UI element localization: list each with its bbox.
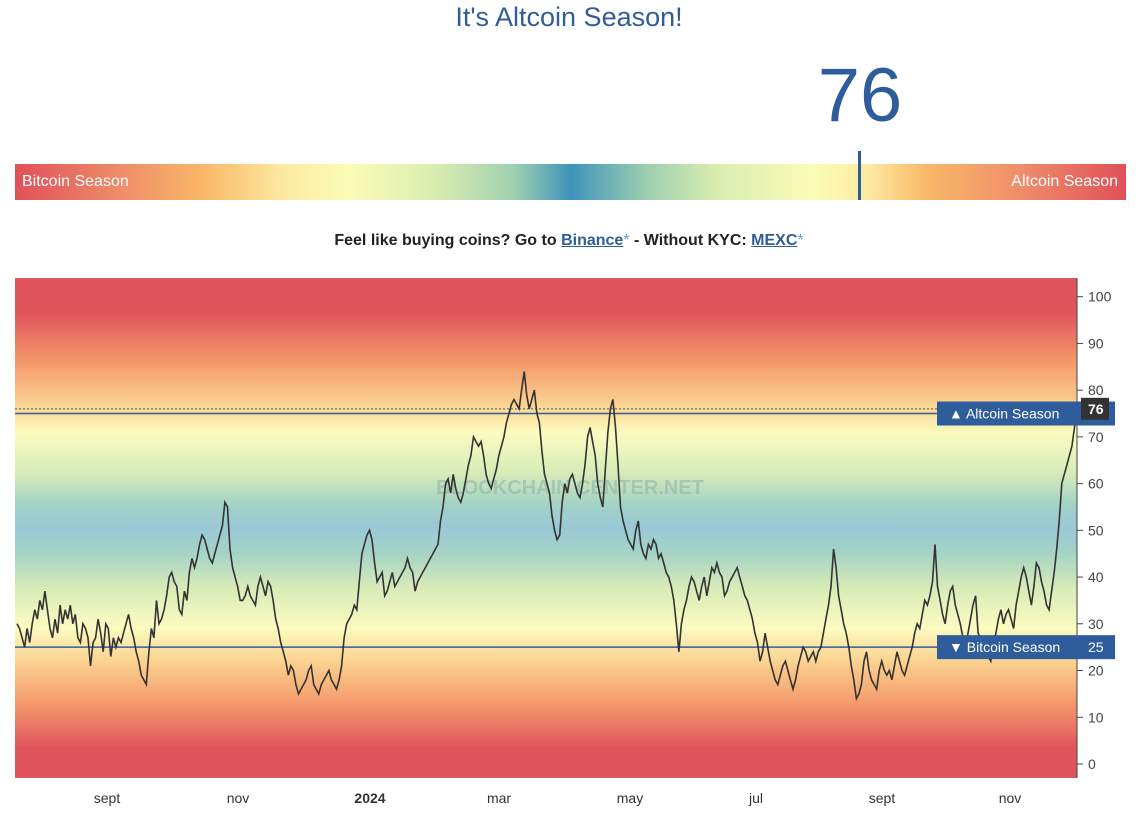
gauge-label-altcoin-season: Altcoin Season — [1011, 173, 1118, 190]
reference-label-box — [937, 635, 1115, 660]
x-tick-label: mar — [487, 790, 511, 806]
y-tick-label: 60 — [1088, 476, 1104, 492]
altcoin-season-index-chart: BLOCKCHAIN CENTER.NET 0 10 20 30 40 50 60 70 80 9… — [15, 278, 1115, 806]
binance-star: * — [623, 232, 630, 249]
y-tick-label: 40 — [1088, 569, 1104, 585]
y-tick-label: 50 — [1088, 522, 1104, 538]
x-tick-label: sept — [94, 790, 121, 806]
y-tick-label: 80 — [1088, 382, 1104, 398]
gauge-label-bitcoin-season: Bitcoin Season — [22, 173, 129, 190]
promo-text-2: - Without KYC: — [629, 232, 752, 249]
y-tick-label: 90 — [1088, 335, 1104, 351]
x-tick-label: nov — [227, 790, 250, 806]
x-tick-label: nov — [999, 790, 1022, 806]
promo-text-1: Feel like buying coins? Go to — [334, 232, 562, 249]
current-value-tag — [1081, 397, 1109, 420]
binance-link[interactable]: Binance — [561, 232, 624, 249]
index-value: 76 — [817, 53, 903, 138]
watermark: BLOCKCHAIN CENTER.NET — [436, 477, 704, 499]
current-value-label: 76 — [1088, 401, 1104, 417]
series-line — [16, 371, 1078, 702]
x-tick-label: jul — [748, 790, 763, 806]
reference-label: ▲ Altcoin Season — [949, 406, 1059, 422]
season-gauge-bar: Bitcoin Season Altcoin Season — [15, 151, 1126, 200]
gauge-current-marker — [858, 151, 862, 200]
page-title: It's Altcoin Season! — [455, 2, 683, 32]
y-tick-label: 0 — [1088, 756, 1096, 772]
y-tick-label: 20 — [1088, 663, 1104, 679]
y-tick-label: 30 — [1088, 616, 1104, 632]
y-tick-label: 10 — [1088, 709, 1104, 725]
mexc-link[interactable]: MEXC — [751, 232, 798, 249]
reference-label: ▼ Bitcoin Season — [949, 639, 1060, 655]
y-tick-label: 100 — [1088, 289, 1112, 305]
y-tick-label: 70 — [1088, 429, 1104, 445]
mexc-star: * — [797, 232, 804, 249]
x-tick-label: sept — [869, 790, 896, 806]
reference-value: 25 — [1088, 639, 1104, 655]
x-tick-label: may — [617, 790, 643, 806]
chart-background — [15, 278, 1077, 778]
promo-line: Feel like buying coins? Go to Binance* -… — [0, 232, 1138, 250]
x-tick-label: 2024 — [354, 790, 385, 806]
